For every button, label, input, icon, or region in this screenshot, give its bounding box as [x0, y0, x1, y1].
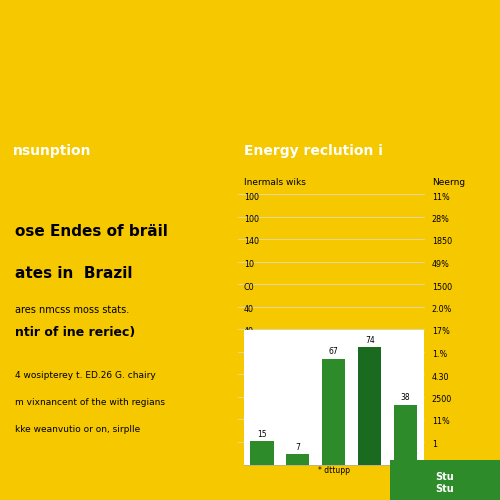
Text: kke weanvutio or on, sirplle: kke weanvutio or on, sirplle	[15, 425, 140, 434]
Bar	[358, 348, 382, 465]
Text: 74: 74	[365, 336, 374, 345]
Text: 4.30: 4.30	[432, 372, 450, 382]
Text: ares nmcss moss stats.: ares nmcss moss stats.	[15, 305, 130, 315]
Bar	[394, 404, 417, 465]
Text: 1: 1	[432, 440, 437, 449]
Text: Stu
Stu: Stu Stu	[436, 472, 454, 494]
Bar	[322, 358, 345, 465]
Text: 40: 40	[244, 305, 254, 314]
Text: 15: 15	[257, 430, 266, 439]
Bar	[286, 454, 310, 465]
Text: ose Endes of bräil: ose Endes of bräil	[15, 224, 168, 239]
Text: ates in  Brazil: ates in Brazil	[15, 266, 132, 281]
Text: 10: 10	[244, 260, 254, 269]
Text: 11%: 11%	[432, 192, 450, 202]
Text: 1.%: 1.%	[432, 350, 447, 359]
Text: 1850: 1850	[432, 238, 452, 246]
Text: Inermals wiks: Inermals wiks	[244, 178, 306, 186]
Text: C0: C0	[244, 282, 254, 292]
Text: ntir of ine reriec): ntir of ine reriec)	[15, 326, 136, 339]
Bar	[250, 441, 274, 465]
Text: 20: 20	[244, 418, 254, 426]
Text: 17%: 17%	[432, 328, 450, 336]
Text: 7: 7	[296, 442, 300, 452]
Text: 10: 10	[244, 372, 254, 382]
Text: 38: 38	[401, 394, 410, 402]
Text: Energy reclution i: Energy reclution i	[244, 144, 382, 158]
Text: 140: 140	[244, 238, 259, 246]
Text: Neerng: Neerng	[432, 178, 465, 186]
Text: 4 wosipterey t. ED.26 G. chairy: 4 wosipterey t. ED.26 G. chairy	[15, 371, 156, 380]
Text: 100: 100	[244, 192, 259, 202]
Text: 2.0%: 2.0%	[432, 305, 452, 314]
Text: 40: 40	[244, 328, 254, 336]
Text: 2500: 2500	[432, 395, 452, 404]
Text: 49%: 49%	[432, 260, 450, 269]
Text: 40: 40	[244, 350, 254, 359]
Text: 28%: 28%	[432, 215, 450, 224]
Text: 30: 30	[244, 440, 254, 449]
Circle shape	[352, 454, 500, 500]
Text: 15: 15	[244, 395, 254, 404]
Text: 11%: 11%	[432, 418, 450, 426]
Text: m vixnancent of the with regians: m vixnancent of the with regians	[15, 398, 165, 407]
Text: 67: 67	[329, 347, 338, 356]
Text: 100: 100	[244, 215, 259, 224]
Text: nsunption: nsunption	[13, 144, 92, 158]
Text: 1500: 1500	[432, 282, 452, 292]
